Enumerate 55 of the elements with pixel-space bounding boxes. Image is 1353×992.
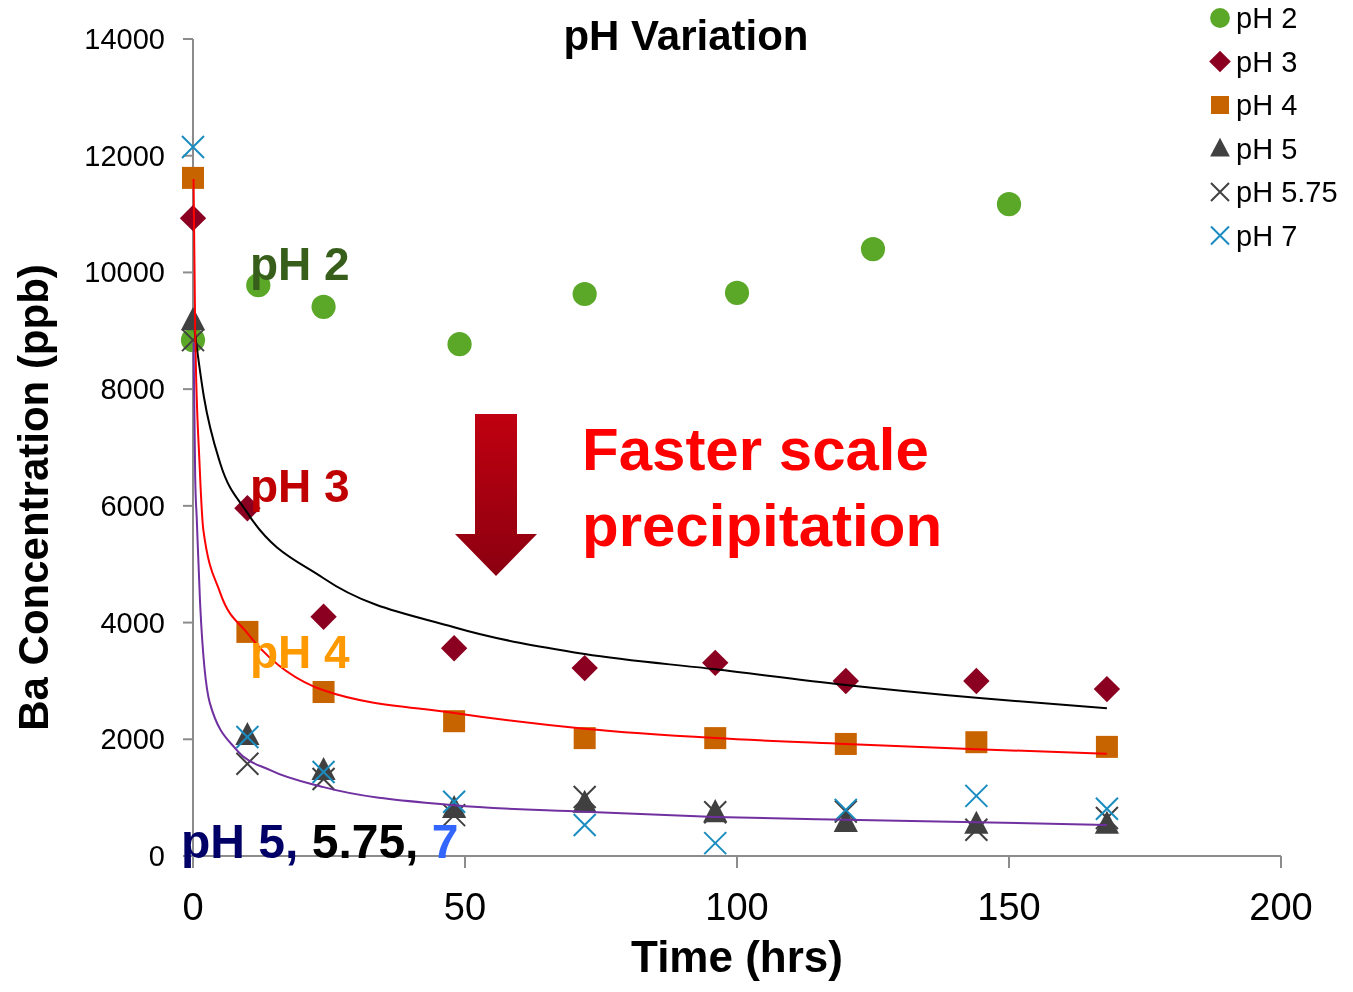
point [181, 134, 205, 159]
y-axis-title: Ba Concentration (ppb) [10, 264, 57, 731]
point [447, 332, 472, 357]
point [572, 813, 597, 838]
point [572, 281, 597, 307]
y-tick-label: 6000 [100, 489, 165, 522]
legend-label: pH 4 [1236, 89, 1298, 121]
x-axis-title: Time (hrs) [631, 932, 843, 981]
y-tick-label: 4000 [100, 606, 165, 639]
annotation: pH 2 [250, 238, 350, 290]
annotation: pH 3 [250, 460, 350, 512]
point [964, 817, 989, 842]
annotation: Faster scale precipitation [582, 416, 943, 559]
y-tick-label: 14000 [84, 23, 165, 55]
y-tick-label: 10000 [84, 256, 165, 289]
annotation: pH 5, 5.75, 7 [181, 815, 459, 868]
legend-label: pH 7 [1236, 219, 1298, 252]
point [964, 783, 989, 808]
y-tick-label: 2000 [100, 723, 165, 756]
legend-label: pH 3 [1236, 45, 1298, 78]
point [704, 727, 727, 750]
point [703, 831, 728, 856]
x-tick-label: 150 [977, 886, 1041, 928]
point [442, 789, 467, 814]
point [440, 635, 468, 662]
y-tick-label: 0 [148, 840, 165, 872]
point [996, 192, 1022, 217]
point [182, 166, 204, 189]
y-tick-label: 8000 [100, 373, 165, 406]
point [311, 294, 336, 319]
point [1094, 796, 1119, 821]
legend-label: pH 5 [1236, 132, 1298, 165]
point [310, 603, 337, 630]
x-tick-label: 0 [182, 886, 204, 928]
point [443, 710, 466, 733]
y-tick-label: 12000 [84, 139, 165, 172]
point [1093, 675, 1121, 703]
point [573, 727, 596, 750]
chart-title: pH Variation [563, 12, 809, 59]
point [724, 280, 750, 305]
point [963, 667, 990, 695]
point [235, 751, 260, 776]
point [834, 732, 857, 755]
x-tick-label: 50 [443, 886, 487, 928]
point [832, 667, 859, 695]
point [965, 731, 988, 754]
point [311, 766, 336, 791]
x-tick-label: 100 [705, 886, 769, 928]
legend-label: pH 5.75 [1236, 176, 1338, 208]
point [702, 649, 729, 677]
point [860, 236, 886, 262]
legend-label: pH 2 [1236, 2, 1298, 34]
point [571, 654, 598, 682]
x-tick-label: 200 [1249, 886, 1313, 928]
point [1095, 735, 1118, 758]
